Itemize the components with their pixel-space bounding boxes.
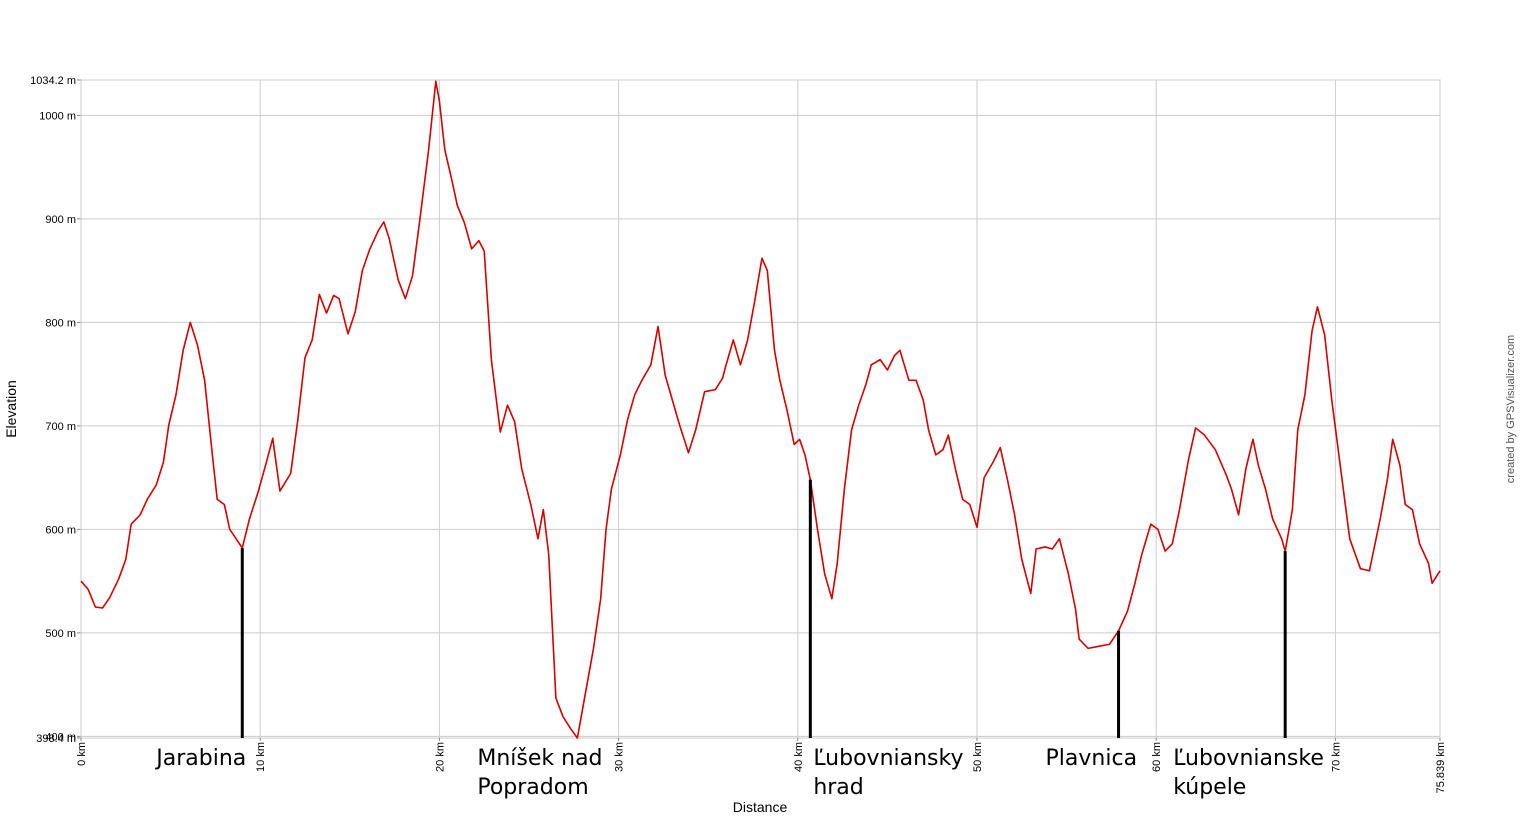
y-tick-label: 1000 m xyxy=(39,110,76,122)
place-label: hrad xyxy=(813,775,863,800)
y-tick-label: 398.4 m xyxy=(36,733,76,745)
place-label: Jarabina xyxy=(154,746,246,771)
place-label: Plavnica xyxy=(1046,746,1138,771)
y-tick-label: 700 m xyxy=(45,421,76,433)
x-axis-title: Distance xyxy=(733,799,788,815)
x-tick-label: 75.839 km xyxy=(1435,742,1447,793)
place-label: Ľubovniansky xyxy=(813,746,963,771)
credit: created by GPSVisualizer.com xyxy=(1505,335,1517,483)
x-tick-label: 10 km xyxy=(255,742,267,772)
place-label: Ľubovnianske xyxy=(1173,746,1324,771)
elevation-line xyxy=(80,80,1441,739)
x-tick-label: 40 km xyxy=(793,742,805,772)
y-tick-label: 600 m xyxy=(45,524,76,536)
y-tick-label: 900 m xyxy=(45,214,76,226)
x-tick-label: 50 km xyxy=(972,742,984,772)
x-tick-label: 30 km xyxy=(614,742,626,772)
y-axis-title: Elevation xyxy=(3,380,19,438)
place-label: Popradom xyxy=(477,775,588,800)
place-label: Mníšek nad xyxy=(477,746,602,771)
x-tick-label: 0 km xyxy=(76,742,88,766)
x-tick-label: 60 km xyxy=(1151,742,1163,772)
y-tick-label: 500 m xyxy=(45,628,76,640)
y-tick-label: 400 m xyxy=(45,731,76,743)
x-tick-label: 20 km xyxy=(434,742,446,772)
y-tick-label: 800 m xyxy=(45,317,76,329)
place-label: kúpele xyxy=(1173,775,1246,800)
x-tick-label: 70 km xyxy=(1330,742,1342,772)
y-tick-label: 1034.2 m xyxy=(30,75,76,87)
